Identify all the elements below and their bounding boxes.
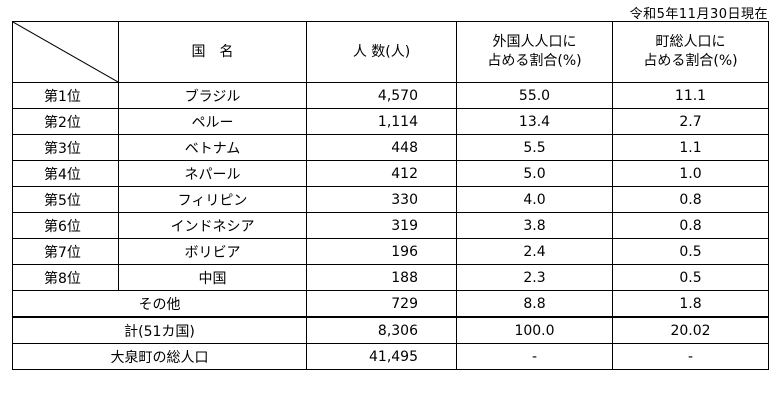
town-share-cell: 1.1: [612, 134, 769, 161]
town-share-cell: 2.7: [612, 108, 769, 135]
people-cell: 4,570: [306, 82, 457, 109]
other-people-cell: 729: [306, 290, 457, 318]
other-row: その他 729 8.8 1.8: [12, 290, 769, 318]
town-share-cell: 11.1: [612, 82, 769, 109]
people-cell: 319: [306, 212, 457, 239]
foreign-share-cell: 2.4: [456, 238, 613, 265]
header-country: 国 名: [118, 21, 307, 83]
header-foreign-share-line1: 外国人人口に: [492, 34, 577, 50]
other-foreign-share-cell: 8.8: [456, 290, 613, 318]
total-row: 計(51カ国) 8,306 100.0 20.02: [12, 316, 769, 344]
town-total-people-cell: 41,495: [306, 343, 457, 370]
header-foreign-share: 外国人人口に 占める割合(%): [456, 21, 613, 83]
foreign-share-cell: 3.8: [456, 212, 613, 239]
foreign-share-cell: 13.4: [456, 108, 613, 135]
table-row: 第7位 ボリビア 196 2.4 0.5: [12, 238, 769, 265]
table-row: 第3位 ベトナム 448 5.5 1.1: [12, 134, 769, 161]
rank-cell: 第5位: [12, 186, 119, 213]
rank-cell: 第8位: [12, 264, 119, 291]
town-share-cell: 1.0: [612, 160, 769, 187]
total-town-share-cell: 20.02: [612, 316, 769, 344]
table-row: 第8位 中国 188 2.3 0.5: [12, 264, 769, 291]
other-label-cell: その他: [12, 290, 307, 318]
people-cell: 1,114: [306, 108, 457, 135]
header-town-share: 町総人口に 占める割合(%): [612, 21, 769, 83]
total-people-cell: 8,306: [306, 316, 457, 344]
town-total-town-share-cell: -: [612, 343, 769, 370]
town-share-cell: 0.5: [612, 238, 769, 265]
people-cell: 196: [306, 238, 457, 265]
header-town-share-line1: 町総人口に: [655, 34, 726, 50]
table-row: 第4位 ネパール 412 5.0 1.0: [12, 160, 769, 187]
header-town-share-line2: 占める割合(%): [643, 53, 738, 69]
header-foreign-share-line2: 占める割合(%): [487, 53, 582, 69]
town-share-cell: 0.5: [612, 264, 769, 291]
town-total-label-cell: 大泉町の総人口: [12, 343, 307, 370]
foreign-share-cell: 4.0: [456, 186, 613, 213]
rank-cell: 第2位: [12, 108, 119, 135]
as-of-date: 令和5年11月30日現在: [629, 7, 768, 22]
country-cell: ボリビア: [118, 238, 307, 265]
diagonal-corner-cell: [12, 21, 119, 83]
foreign-share-cell: 5.0: [456, 160, 613, 187]
country-cell: インドネシア: [118, 212, 307, 239]
rank-cell: 第7位: [12, 238, 119, 265]
table-row: 第1位 ブラジル 4,570 55.0 11.1: [12, 82, 769, 109]
rank-cell: 第1位: [12, 82, 119, 109]
people-cell: 412: [306, 160, 457, 187]
diagonal-line: [13, 22, 118, 82]
foreign-share-cell: 55.0: [456, 82, 613, 109]
other-town-share-cell: 1.8: [612, 290, 769, 318]
country-cell: ブラジル: [118, 82, 307, 109]
town-total-foreign-share-cell: -: [456, 343, 613, 370]
country-cell: ベトナム: [118, 134, 307, 161]
foreign-population-table: 国 名 人 数(人) 外国人人口に 占める割合(%) 町総人口に 占める割合(%…: [12, 21, 769, 370]
header-row: 国 名 人 数(人) 外国人人口に 占める割合(%) 町総人口に 占める割合(%…: [12, 21, 769, 83]
people-cell: 330: [306, 186, 457, 213]
table-row: 第6位 インドネシア 319 3.8 0.8: [12, 212, 769, 239]
table-row: 第5位 フィリピン 330 4.0 0.8: [12, 186, 769, 213]
rank-cell: 第4位: [12, 160, 119, 187]
table-row: 第2位 ペルー 1,114 13.4 2.7: [12, 108, 769, 135]
town-total-row: 大泉町の総人口 41,495 - -: [12, 343, 769, 370]
header-people: 人 数(人): [306, 21, 457, 83]
people-cell: 188: [306, 264, 457, 291]
total-label-cell: 計(51カ国): [12, 316, 307, 344]
country-cell: 中国: [118, 264, 307, 291]
country-cell: フィリピン: [118, 186, 307, 213]
rank-cell: 第3位: [12, 134, 119, 161]
town-share-cell: 0.8: [612, 186, 769, 213]
foreign-share-cell: 2.3: [456, 264, 613, 291]
people-cell: 448: [306, 134, 457, 161]
town-share-cell: 0.8: [612, 212, 769, 239]
country-cell: ペルー: [118, 108, 307, 135]
country-cell: ネパール: [118, 160, 307, 187]
total-foreign-share-cell: 100.0: [456, 316, 613, 344]
foreign-share-cell: 5.5: [456, 134, 613, 161]
rank-cell: 第6位: [12, 212, 119, 239]
